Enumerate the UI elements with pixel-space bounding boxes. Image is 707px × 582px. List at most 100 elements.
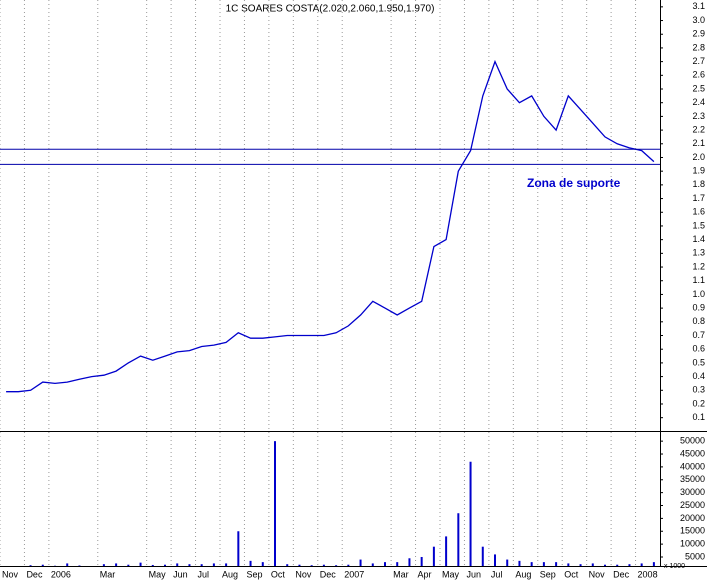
y-tick-label: 45000 [680,448,705,458]
x-tick-label: Jul [491,569,503,579]
volume-bar [420,556,423,566]
volume-bar [298,564,301,566]
volume-bar [579,564,582,566]
volume-bar [469,461,472,566]
volume-bar [628,564,631,566]
y-tick-label: 1.7 [692,193,705,203]
volume-bar [212,563,215,566]
y-tick-label: 0.2 [692,398,705,408]
x-tick-label: Oct [564,569,579,579]
y-tick-label: 2.7 [692,56,705,66]
y-tick-label: 2.9 [692,29,705,39]
x-tick-label: Nov [2,569,19,579]
y-tick-label: 35000 [680,474,705,484]
x-tick-label: Jun [173,569,188,579]
x-tick-label: Apr [418,569,432,579]
y-tick-label: 2.3 [692,111,705,121]
volume-bar [518,560,521,566]
x-tick-label: Sep [540,569,556,579]
x-tick-label: 2006 [51,569,71,579]
x-tick-label: Nov [295,569,312,579]
volume-bar [359,559,362,566]
x-tick-label: Jun [466,569,481,579]
y-tick-label: 2.0 [692,152,705,162]
y-tick-label: 10000 [680,538,705,548]
x-tick-label: May [442,569,460,579]
y-tick-label: 2.8 [692,42,705,52]
volume-bar [591,563,594,566]
volume-bar [188,564,191,566]
volume-bar [347,564,350,566]
y-tick-label: 1.5 [692,220,705,230]
y-tick-label: 3.0 [692,15,705,25]
volume-bar [371,563,374,566]
y-tick-label: 0.6 [692,344,705,354]
volume-bar [408,558,411,566]
x-tick-label: Mar [393,569,409,579]
y-tick-label: 3.1 [692,1,705,11]
y-tick-label: 1.4 [692,234,705,244]
x-tick-label: Aug [222,569,238,579]
volume-bar [127,564,130,566]
x-tick-label: Oct [271,569,286,579]
volume-bar [506,559,509,566]
x-tick-label: Sep [246,569,262,579]
volume-bar [139,562,142,566]
volume-bar [200,564,203,566]
volume-bar [445,536,448,566]
y-tick-label: 2.5 [692,83,705,93]
y-tick-label: 0.8 [692,316,705,326]
volume-bar [542,562,545,566]
volume-bar [274,441,276,566]
y-tick-label: 2.1 [692,138,705,148]
y-tick-label: 25000 [680,500,705,510]
volume-bar [335,565,338,566]
x-tick-label: Aug [515,569,531,579]
volume-bar [396,562,399,566]
volume-bar [567,563,570,566]
x-tick-label: Dec [613,569,630,579]
x-tick-label: Dec [26,569,43,579]
x-tick-label: 2007 [344,569,364,579]
annotation: Zona de suporte [527,176,621,190]
volume-bar [494,554,496,566]
y-tick-label: 0.7 [692,330,705,340]
y-tick-label: 0.3 [692,385,705,395]
y-tick-label: 0.1 [692,412,705,422]
y-tick-label: 40000 [680,461,705,471]
y-tick-label: 1.8 [692,179,705,189]
volume-bar [261,562,264,566]
price-line [6,59,655,393]
x-tick-label: Jul [198,569,210,579]
y-tick-label: 1.0 [692,289,705,299]
y-tick-label: 2.2 [692,124,705,134]
x-tick-label: Mar [100,569,116,579]
volume-bar [151,564,154,566]
volume-bar [432,546,435,566]
y-tick-label: 2.4 [692,97,705,107]
volume-bar [237,531,240,566]
y-tick-label: 1.2 [692,261,705,271]
volume-bar [249,560,252,566]
x-tick-label: May [149,569,167,579]
y-tick-label: 0.5 [692,357,705,367]
volume-bar [176,563,179,566]
volume-bar [384,562,386,566]
y-tick-label: 30000 [680,487,705,497]
volume-bar [41,564,44,566]
volume-bar [640,563,643,566]
y-tick-label: 2.6 [692,70,705,80]
y-tick-label: 50000 [680,436,705,446]
volume-bar [102,564,105,566]
y-tick-label: 1.9 [692,166,705,176]
volume-bar [164,564,166,566]
volume-bar [115,563,118,566]
volume-bar [616,564,619,566]
x-tick-label: Dec [320,569,337,579]
volume-bar [530,562,533,566]
volume-bar [310,565,313,566]
volume-bar [604,564,606,566]
y-tick-label: 0.9 [692,302,705,312]
